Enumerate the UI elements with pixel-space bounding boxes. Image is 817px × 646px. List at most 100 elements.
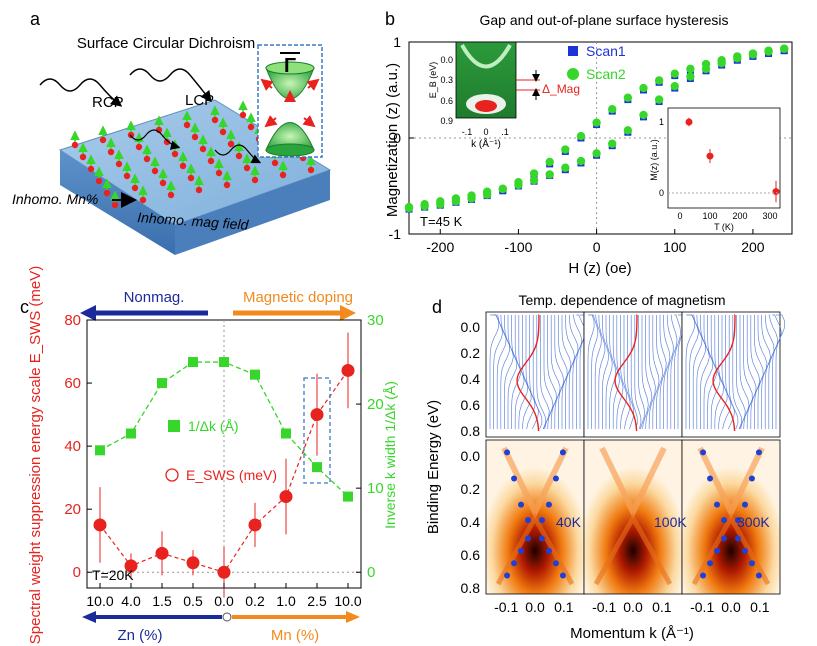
hysteresis-points — [404, 44, 789, 213]
mn-atom — [191, 133, 199, 141]
hysteresis-gridlines — [409, 42, 792, 234]
mn-axis-arrow — [346, 611, 360, 623]
scan2-point — [529, 169, 539, 178]
edc-curve — [536, 315, 546, 430]
edc-curve — [554, 315, 565, 430]
temp-inset-ytick-1: 0 — [659, 188, 664, 198]
edc-panels — [485, 311, 786, 438]
doping-tick-label: 0.5 — [183, 593, 203, 609]
momentum-tick-label: 0.0 — [525, 599, 545, 615]
cone-spin-arrows — [260, 78, 320, 128]
momentum-tick-label: -0.1 — [690, 599, 714, 615]
mn-atom — [151, 167, 159, 175]
edc-curve — [500, 314, 510, 429]
momentum-tick-label: -0.1 — [494, 599, 518, 615]
edc-curve — [648, 315, 656, 430]
gamma-label: Γ — [284, 55, 296, 77]
edc-curve — [700, 314, 710, 429]
edc-curve — [764, 314, 775, 429]
doping-tick-label: 4.0 — [121, 593, 141, 609]
esws-point — [279, 490, 293, 504]
band-dispersion-dot — [714, 501, 721, 508]
red-legend-label: E_SWS (meV) — [186, 467, 277, 483]
mn-atom — [71, 141, 79, 149]
bottom-energy-tick-label: 0.2 — [461, 481, 481, 497]
upper-dirac-band — [697, 446, 765, 519]
temp-inset-xtick-2: 200 — [732, 211, 747, 221]
left-ytick-label: 0 — [73, 564, 81, 581]
band-dispersion-dot — [700, 572, 707, 579]
zn-axis-arrow — [82, 611, 96, 623]
mn-atom — [223, 181, 231, 189]
band-dispersion-dot — [518, 547, 525, 554]
scan2-point — [436, 200, 445, 209]
edc-curve — [594, 314, 602, 429]
panel-c-label: c — [20, 297, 29, 317]
esws-point — [248, 518, 262, 532]
arpes-intensity-max — [475, 100, 497, 112]
arpes-xlabel: k (Å⁻¹) — [471, 137, 501, 150]
edc-curve — [656, 315, 663, 429]
temp-inset-xtick-1: 100 — [702, 211, 717, 221]
edc-curve — [718, 315, 728, 430]
scan2-point — [561, 145, 570, 154]
doping-tick-label: 10.0 — [334, 593, 361, 609]
edc-curve — [605, 314, 613, 429]
gap-label: Δ_Mag — [542, 82, 580, 96]
photoelectron-1 — [129, 129, 181, 150]
edc-curve — [598, 314, 606, 429]
edc-curve — [620, 315, 627, 430]
edc-curve — [616, 315, 624, 430]
inverse-width-point — [343, 491, 353, 502]
right-ytick-label: 0 — [367, 564, 375, 581]
edc-curve — [547, 315, 557, 430]
mn-atom — [195, 186, 203, 194]
edc-curve — [703, 314, 714, 429]
mn-atom — [135, 143, 143, 151]
lcp-label: LCP — [185, 92, 214, 109]
left-ytick-label: 40 — [64, 438, 81, 455]
upper-dirac-band — [501, 446, 569, 519]
edc-curve — [761, 314, 771, 429]
edc-curve — [746, 315, 757, 430]
momentum-tick-label: 0.0 — [721, 599, 741, 615]
mn-atom — [139, 196, 147, 204]
left-ytick-label: 20 — [64, 501, 81, 518]
scan2-legend-label: Scan2 — [586, 66, 626, 82]
panel-c: c Nonmag. Magnetic doping 0 20 40 60 80 0 10 20… — [20, 266, 398, 645]
scan2-point — [420, 201, 429, 211]
band-dispersion-dot — [525, 535, 532, 542]
top-energy-tick-label: 0.0 — [461, 319, 481, 335]
mn-atom — [103, 189, 111, 197]
edc-curve — [630, 315, 638, 430]
temp-inset-point — [772, 188, 780, 196]
inverse-width-point — [312, 462, 322, 473]
panel-c-plot: 0 20 40 60 80 0 10 20 30 10.0 4.0 1.5 0.5 0.0 0.2 1.0 2.… — [64, 312, 383, 609]
esws-point — [124, 559, 138, 573]
scan2-point — [639, 110, 648, 120]
panel-d-xlabel: Momentum k (Å⁻¹) — [570, 625, 694, 642]
edc-curve — [591, 314, 599, 429]
edc-curve — [663, 314, 671, 429]
inverse-width-point — [250, 369, 260, 380]
x-tick-label: 200 — [741, 239, 765, 255]
hysteresis-xlabel: H (z) (oe) — [568, 260, 631, 277]
scan2-point — [654, 76, 664, 85]
inverse-width-point — [95, 445, 105, 456]
band-dispersion-dot — [714, 547, 721, 554]
scan2-point — [545, 157, 554, 167]
doping-tick-label: 1.5 — [152, 593, 172, 609]
mn-atom — [187, 174, 195, 182]
band-dispersion-dot — [511, 560, 518, 567]
mn-atom — [87, 165, 95, 173]
edc-curve — [754, 315, 764, 429]
inverse-width-point — [157, 378, 167, 389]
momentum-tick-label: 0.1 — [554, 599, 574, 615]
panel-a-title: Surface Circular Dichroism — [77, 35, 255, 52]
temp-100k: 100K — [654, 514, 687, 530]
mn-atom — [279, 171, 287, 179]
band-dispersion-dot — [700, 449, 707, 456]
doping-tick-label: 2.5 — [307, 593, 327, 609]
temp-inset-xlabel: T (K) — [714, 222, 734, 232]
